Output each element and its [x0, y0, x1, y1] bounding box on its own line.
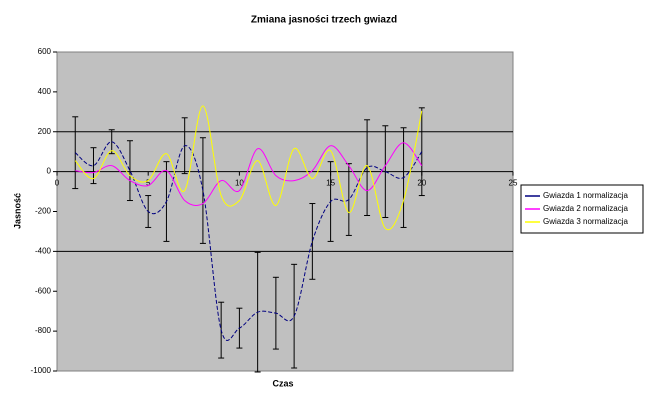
x-tick-label: 25 [509, 179, 518, 188]
x-tick-label: 0 [55, 179, 60, 188]
y-tick-label: -400 [35, 246, 52, 255]
series-line [75, 142, 423, 206]
y-tick-label: -600 [35, 286, 52, 295]
error-bar [90, 147, 97, 185]
error-bar [382, 125, 389, 218]
chart-title: Zmiana jasności trzech gwiazd [251, 15, 397, 26]
y-tick-label: -200 [35, 207, 52, 216]
error-bar [108, 129, 115, 155]
legend [520, 184, 644, 234]
legend-label: Gwiazda 3 normalizacja [543, 217, 628, 226]
series-line [74, 105, 423, 231]
y-tick-label: 400 [38, 87, 52, 96]
y-tick-label: 600 [38, 47, 52, 56]
error-bar [309, 203, 316, 280]
y-axis-label: Jasność [12, 193, 22, 229]
y-tick-label: -800 [35, 326, 52, 335]
x-tick-label: 5 [146, 179, 151, 188]
x-tick-label: 10 [235, 179, 244, 188]
x-axis-label: Czas [272, 378, 293, 388]
legend-label: Gwiazda 1 normalizacja [543, 191, 628, 200]
error-bar [126, 140, 133, 202]
plot-area [56, 51, 514, 372]
y-tick-label: 200 [38, 127, 52, 136]
legend-label: Gwiazda 2 normalizacja [543, 204, 628, 213]
y-tick-label: 0 [47, 167, 52, 176]
y-tick-label: -1000 [31, 366, 52, 375]
